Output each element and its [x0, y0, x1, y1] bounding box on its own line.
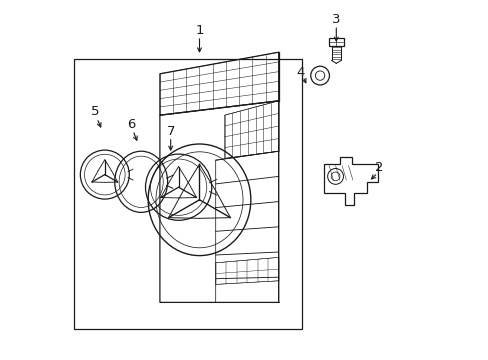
Text: 1: 1 [195, 24, 203, 37]
Text: 3: 3 [331, 13, 340, 26]
Text: 7: 7 [166, 125, 175, 138]
Text: 5: 5 [91, 105, 99, 118]
Bar [73, 59, 302, 329]
Text: 2: 2 [374, 161, 383, 174]
Text: 6: 6 [127, 118, 135, 131]
Bar [328, 38, 343, 46]
Text: 4: 4 [296, 66, 304, 78]
